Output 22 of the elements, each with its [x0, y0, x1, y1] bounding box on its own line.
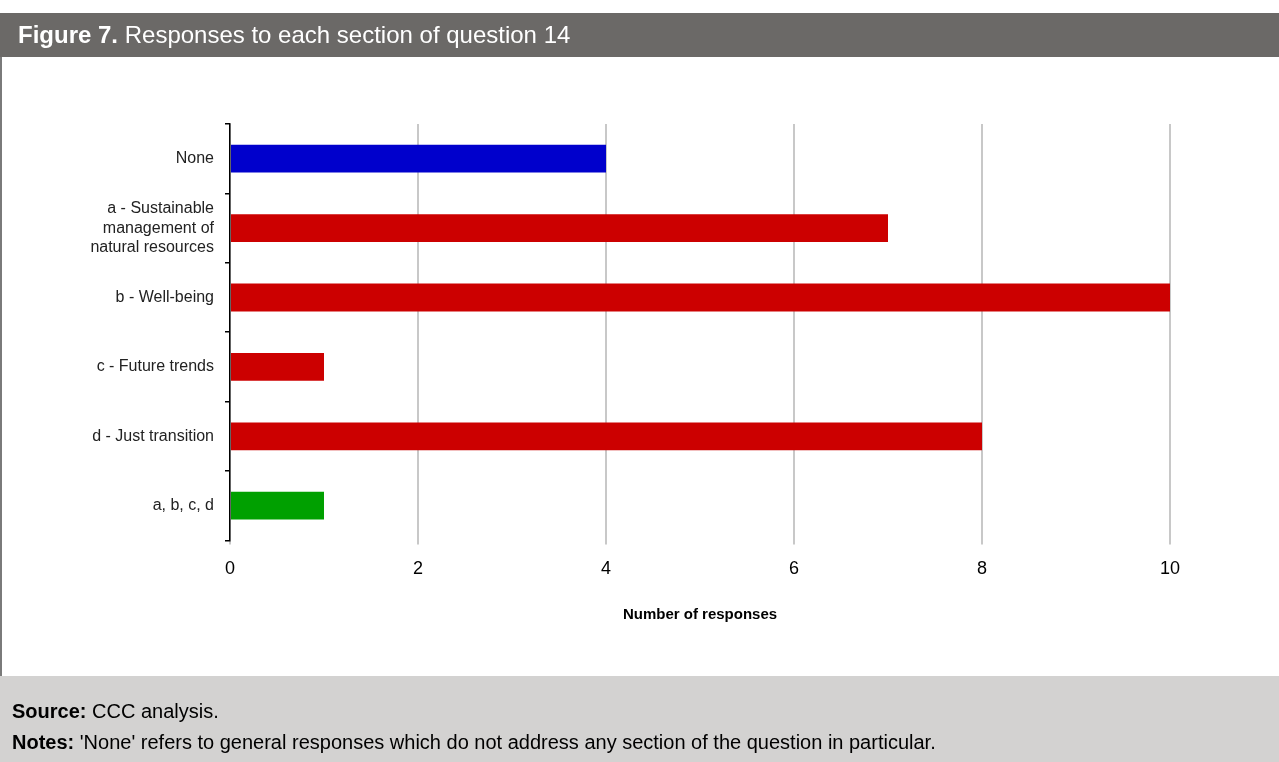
y-tick-label: None [175, 149, 215, 167]
chart-title: Figure 7. Responses to each section of question 14 [0, 13, 1279, 57]
bar [231, 214, 888, 242]
x-tick-label: 2 [412, 558, 424, 579]
y-tick-label: d - Just transition [92, 426, 214, 444]
y-tick-label: a - Sustainable management of natural resources [90, 199, 215, 255]
text: Notes: 'None' refers to general responses which do not address any section of the question in particular. [12, 730, 937, 755]
y-tick-label: c - Future trends [96, 357, 214, 375]
source-note: Source: CCC analysis. [12, 699, 220, 724]
x-tick-label: 10 [1159, 558, 1181, 579]
y-tick-label: a, b, c, d [152, 496, 214, 514]
bar [231, 144, 606, 173]
x-tick-label: 8 [976, 558, 988, 579]
x-tick-label: 6 [788, 558, 800, 579]
x-tick-label: 0 [224, 558, 236, 579]
x-axis-title: Number of responses [622, 605, 778, 623]
bar [231, 491, 324, 520]
bar [231, 353, 324, 381]
bar [231, 422, 982, 451]
x-tick-label: 4 [600, 558, 612, 579]
y-tick-label: b - Well-being [115, 287, 214, 305]
bar [231, 283, 1170, 312]
